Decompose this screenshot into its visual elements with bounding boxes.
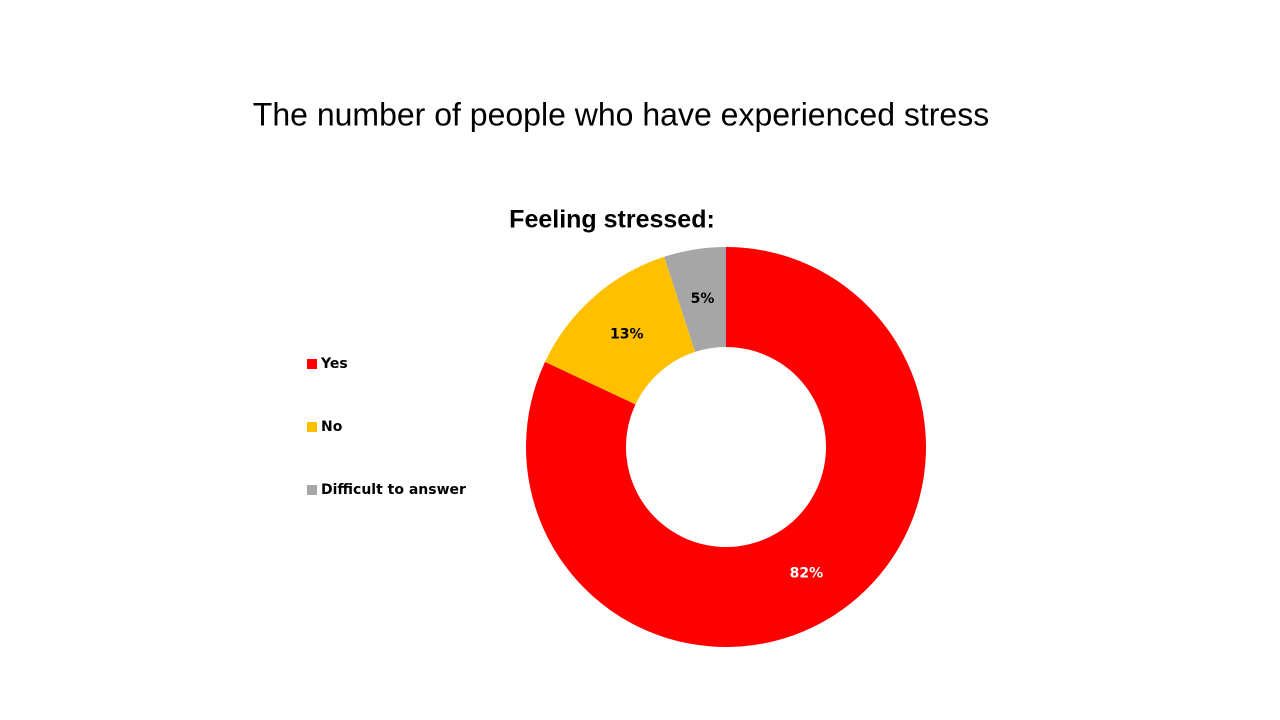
legend-label: No xyxy=(321,419,343,435)
legend-label: Yes xyxy=(320,356,348,372)
legend-label: Difficult to answer xyxy=(321,482,466,498)
data-label: 5% xyxy=(691,291,715,307)
slide-title: The number of people who have experience… xyxy=(253,96,989,132)
legend-swatch xyxy=(307,422,317,432)
donut-slice xyxy=(545,256,696,405)
data-label: 82% xyxy=(790,566,824,582)
chart-title: Feeling stressed: xyxy=(509,206,715,234)
donut-slice xyxy=(526,247,926,648)
donut-slice xyxy=(664,247,726,352)
data-label: 13% xyxy=(610,326,644,342)
legend-swatch xyxy=(307,485,317,495)
legend-swatch xyxy=(307,359,317,369)
